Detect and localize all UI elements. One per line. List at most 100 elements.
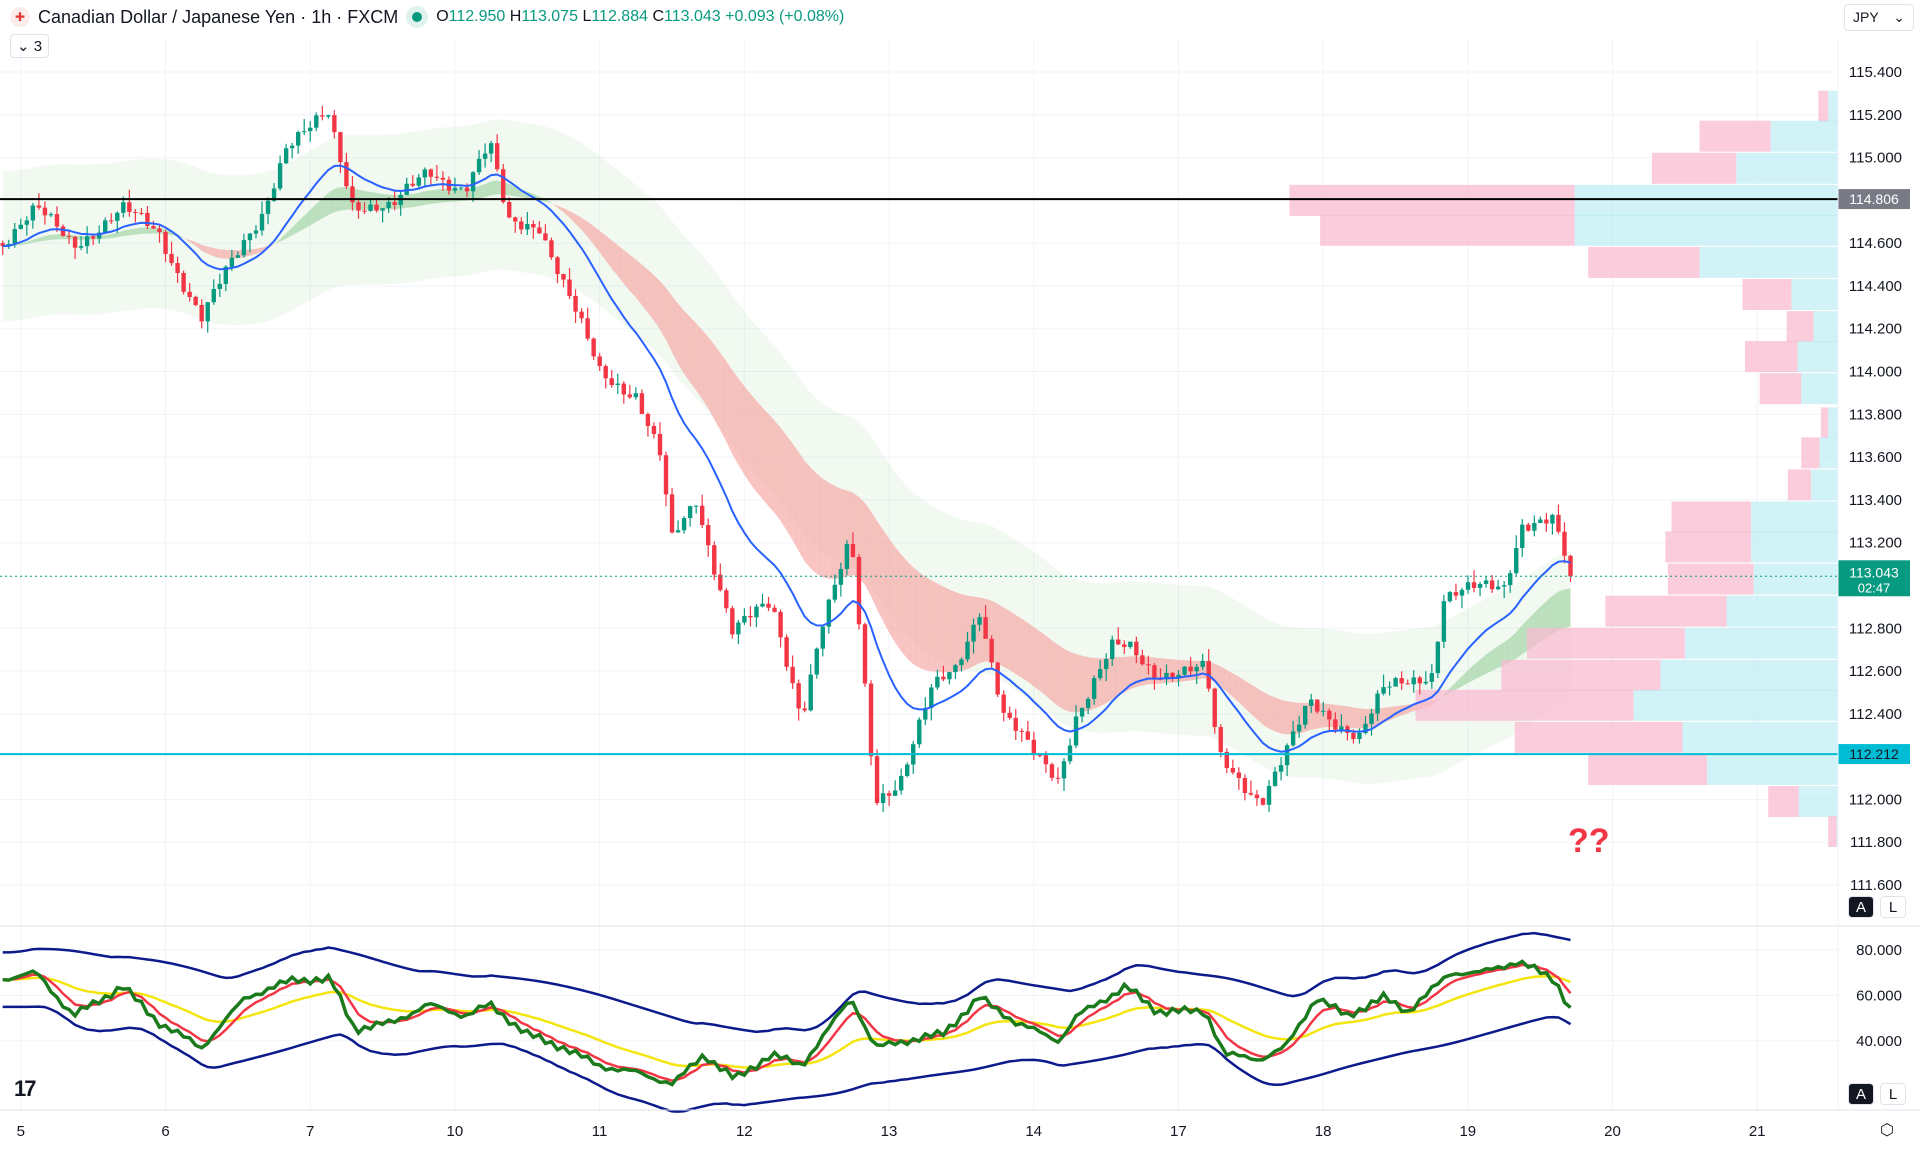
candle-body: [1526, 524, 1531, 531]
candle-body: [814, 648, 819, 675]
bear-cloud-segment: [647, 269, 654, 321]
candle-body: [754, 606, 759, 618]
bear-cloud-segment: [955, 591, 962, 672]
candle-body: [1128, 641, 1133, 648]
bull-cloud-segment: [141, 227, 148, 234]
bull-cloud-segment: [32, 237, 39, 243]
bear-cloud-segment: [183, 237, 190, 242]
candle-body: [1170, 672, 1175, 679]
bear-cloud-segment: [1275, 697, 1282, 734]
candle-body: [1104, 659, 1109, 670]
bear-cloud-segment: [195, 242, 202, 251]
symbol-title[interactable]: Canadian Dollar / Japanese Yen · 1h · FX…: [38, 6, 399, 27]
candle-body: [374, 204, 379, 211]
candle-body: [109, 220, 114, 222]
candle-body: [277, 163, 283, 189]
candle-body: [772, 607, 777, 612]
candle-body: [1242, 777, 1248, 794]
candle-body: [543, 233, 548, 241]
price-tag-label: 114.806: [1849, 191, 1899, 207]
candle-body: [96, 232, 102, 239]
bear-cloud-segment: [1226, 669, 1233, 698]
indicators-toggle[interactable]: ⌄ 3: [10, 34, 50, 58]
time-axis-tick: 5: [17, 1123, 25, 1140]
candle-body: [1272, 771, 1278, 786]
candle-body: [856, 556, 862, 625]
bull-cloud-segment: [26, 239, 33, 244]
candle-body: [368, 204, 373, 211]
profile-buy-bar: [1798, 786, 1838, 818]
bull-cloud-segment: [14, 243, 21, 246]
currency-select[interactable]: JPY ⌄: [1844, 4, 1914, 31]
candle-body: [615, 383, 620, 385]
bear-cloud-segment: [201, 244, 208, 255]
candle-body: [1508, 573, 1513, 586]
bear-cloud-segment: [605, 235, 612, 269]
candle-body: [627, 394, 633, 398]
profile-sell-bar: [1699, 120, 1771, 152]
auto-scale-button[interactable]: A: [1848, 896, 1874, 918]
candle-body: [892, 790, 898, 796]
bear-cloud-segment: [1341, 705, 1348, 728]
candle-body: [687, 506, 693, 519]
candle-body: [555, 257, 560, 275]
candle-body: [12, 229, 17, 244]
bull-cloud-segment: [406, 193, 413, 208]
candle-body: [217, 283, 222, 289]
candle-body: [1290, 731, 1296, 746]
bull-cloud-segment: [280, 233, 287, 242]
profile-buy-bar: [1633, 689, 1838, 721]
candle-body: [1122, 644, 1127, 648]
profile-sell-bar: [1289, 184, 1575, 216]
candle-body: [410, 183, 415, 186]
candle-body: [1417, 677, 1422, 684]
bear-cloud-segment: [702, 329, 709, 409]
bull-cloud-segment: [424, 190, 431, 205]
candle-body: [332, 115, 337, 133]
candle-body: [886, 793, 892, 796]
candle-body: [295, 132, 301, 146]
candle-body: [1357, 733, 1362, 740]
settings-icon[interactable]: ⬡: [1880, 1122, 1894, 1139]
log-scale-button[interactable]: L: [1880, 896, 1906, 918]
bear-cloud-segment: [883, 529, 890, 633]
bear-cloud-segment: [931, 580, 938, 672]
profile-sell-bar: [1828, 816, 1837, 848]
candle-body: [392, 202, 397, 205]
candle-body: [1224, 751, 1229, 769]
candle-body: [929, 687, 934, 709]
candle-body: [1091, 678, 1097, 699]
bear-cloud-segment: [865, 503, 872, 596]
profile-buy-bar: [1736, 152, 1838, 184]
candle-body: [826, 599, 832, 627]
bear-cloud-segment: [1118, 656, 1125, 696]
bear-cloud-segment: [1057, 644, 1064, 710]
candle-body: [1483, 580, 1489, 584]
candle-body: [1315, 699, 1320, 712]
candle-body: [235, 255, 241, 258]
bear-cloud-segment: [738, 378, 745, 475]
candle-body: [736, 622, 741, 635]
candle-body: [959, 659, 964, 666]
bull-cloud-segment: [286, 227, 293, 239]
bear-cloud-segment: [1232, 673, 1239, 703]
candle-body: [585, 318, 590, 339]
profile-sell-bar: [1605, 595, 1727, 627]
bear-cloud-segment: [901, 554, 908, 659]
bear-cloud-segment: [1063, 648, 1071, 712]
bear-cloud-segment: [557, 205, 564, 213]
candle-body: [639, 393, 645, 415]
bear-cloud-segment: [629, 254, 636, 298]
bear-cloud-segment: [744, 386, 751, 484]
countdown-label: 02:47: [1858, 580, 1891, 595]
candle-body: [90, 236, 96, 239]
candle-body: [139, 212, 144, 214]
bear-cloud-segment: [786, 435, 793, 541]
osc-log-scale-button[interactable]: L: [1880, 1083, 1906, 1105]
bull-cloud-segment: [105, 234, 112, 239]
osc-auto-scale-button[interactable]: A: [1848, 1083, 1874, 1105]
bull-cloud-segment: [1558, 589, 1565, 631]
time-axis-tick: 20: [1604, 1123, 1621, 1140]
bull-cloud-segment: [1480, 654, 1487, 677]
